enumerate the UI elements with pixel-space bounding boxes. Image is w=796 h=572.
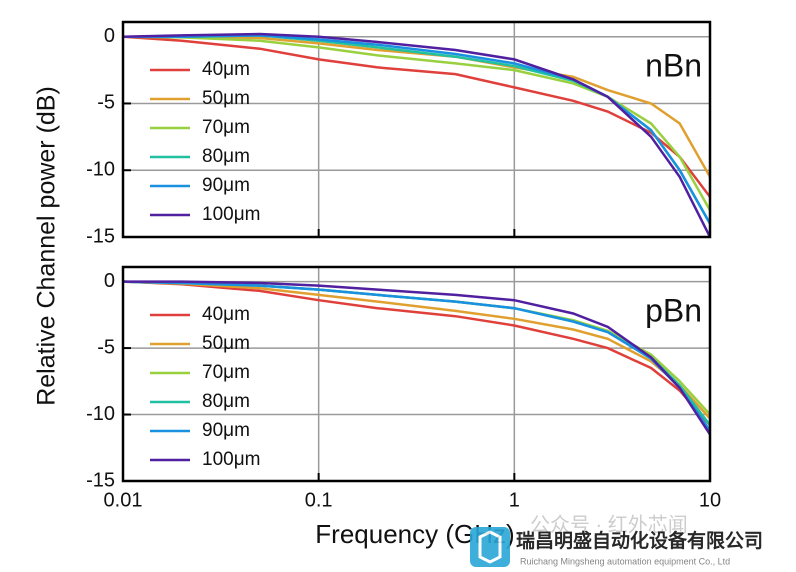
y-tick-label: -15 bbox=[86, 469, 115, 491]
legend-label: 90μm bbox=[202, 175, 250, 196]
legend-label: 40μm bbox=[202, 304, 250, 325]
y-tick-label: -10 bbox=[86, 403, 115, 425]
legend-label: 70μm bbox=[202, 362, 250, 383]
series-line bbox=[123, 280, 710, 436]
watermark-company-en: Ruichang Mingsheng automation equipment … bbox=[520, 556, 730, 566]
watermark: 公众号 · 红外芯闻 瑞昌明盛自动化设备有限公司 Ruichang Mingsh… bbox=[470, 513, 763, 567]
legend-label: 50μm bbox=[202, 88, 250, 109]
watermark-company: 瑞昌明盛自动化设备有限公司 bbox=[516, 529, 763, 552]
plot-frame bbox=[121, 20, 712, 239]
watermark-channel: 公众号 · 红外芯闻 bbox=[530, 513, 688, 536]
y-tick-label: 0 bbox=[104, 25, 115, 47]
panel-annotation: pBn bbox=[645, 292, 702, 328]
x-tick-label: 0.01 bbox=[104, 489, 143, 511]
logo-mark bbox=[478, 530, 502, 564]
legend-label: 90μm bbox=[202, 420, 250, 441]
panel: 0 -5 -10 -15 40μm 50μm 70μm 80μm 90μm 100μm nBn bbox=[86, 20, 712, 247]
legend-label: 70μm bbox=[202, 117, 250, 138]
series-line bbox=[123, 32, 710, 237]
legend-label: 80μm bbox=[202, 146, 250, 167]
y-tick-label: -5 bbox=[97, 336, 115, 358]
series-line bbox=[123, 280, 710, 420]
series-line bbox=[123, 35, 710, 211]
legend-label: 40μm bbox=[202, 59, 250, 80]
legend-label: 100μm bbox=[202, 204, 260, 225]
y-tick-label: -10 bbox=[86, 159, 115, 181]
plot-frame bbox=[121, 265, 712, 483]
legend-label: 80μm bbox=[202, 391, 250, 412]
y-tick-label: -15 bbox=[86, 225, 115, 247]
y-tick-label: -5 bbox=[97, 92, 115, 114]
legend-label: 100μm bbox=[202, 449, 260, 470]
panel: 0 -5 -10 -150.01 0.1 1 10 40μm 50μm 70μm 80μm 90μm 1… bbox=[86, 265, 721, 511]
legend-label: 50μm bbox=[202, 333, 250, 354]
series-line bbox=[123, 34, 710, 225]
series-line bbox=[123, 280, 710, 427]
x-tick-label: 1 bbox=[509, 489, 520, 511]
panel-annotation: nBn bbox=[645, 47, 702, 83]
x-tick-label: 10 bbox=[699, 489, 721, 511]
y-axis-label: Relative Channel power (dB) bbox=[33, 86, 61, 406]
x-tick-label: 0.1 bbox=[305, 489, 333, 511]
y-tick-label: 0 bbox=[104, 270, 115, 292]
